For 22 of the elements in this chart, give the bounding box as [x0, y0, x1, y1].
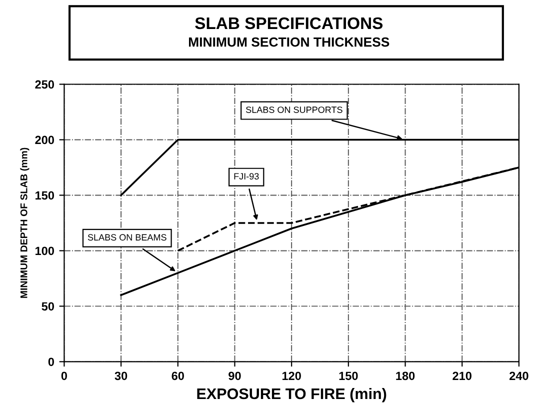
x-tick-label: 60 — [172, 372, 184, 380]
x-tick-label: 120 — [282, 372, 301, 380]
x-tick-label: 240 — [510, 372, 528, 380]
y-tick-label: 100 — [36, 246, 54, 256]
x-tick-label: 210 — [452, 372, 472, 380]
y-tick-label: 200 — [35, 136, 54, 144]
annotation: FJI-93 — [234, 173, 259, 180]
x-tick-label: 150 — [339, 372, 358, 380]
x-tick-label: 30 — [114, 372, 128, 380]
y-tick-label: 150 — [36, 191, 54, 200]
x-tick-label: 90 — [228, 372, 241, 380]
x-axis-title: EXPOSURE TO FIRE (min) — [197, 388, 386, 402]
x-tick-label: 0 — [61, 372, 67, 380]
x-tick-label: 180 — [396, 372, 415, 380]
annotation: SLABS ON SUPPORTS — [246, 106, 342, 113]
y-tick-label: 0 — [48, 358, 54, 366]
y-tick-label: 50 — [42, 302, 54, 311]
chart-subtitle: MINIMUM SECTION THICKNESS — [188, 37, 390, 47]
annotation: SLABS ON BEAMS — [88, 234, 166, 241]
chart-title: SLAB SPECIFICATIONS — [195, 17, 383, 30]
y-tick-label: 250 — [35, 80, 54, 89]
y-axis-title: MINIMUM DEPTH OF SLAB (mm) — [20, 148, 30, 298]
